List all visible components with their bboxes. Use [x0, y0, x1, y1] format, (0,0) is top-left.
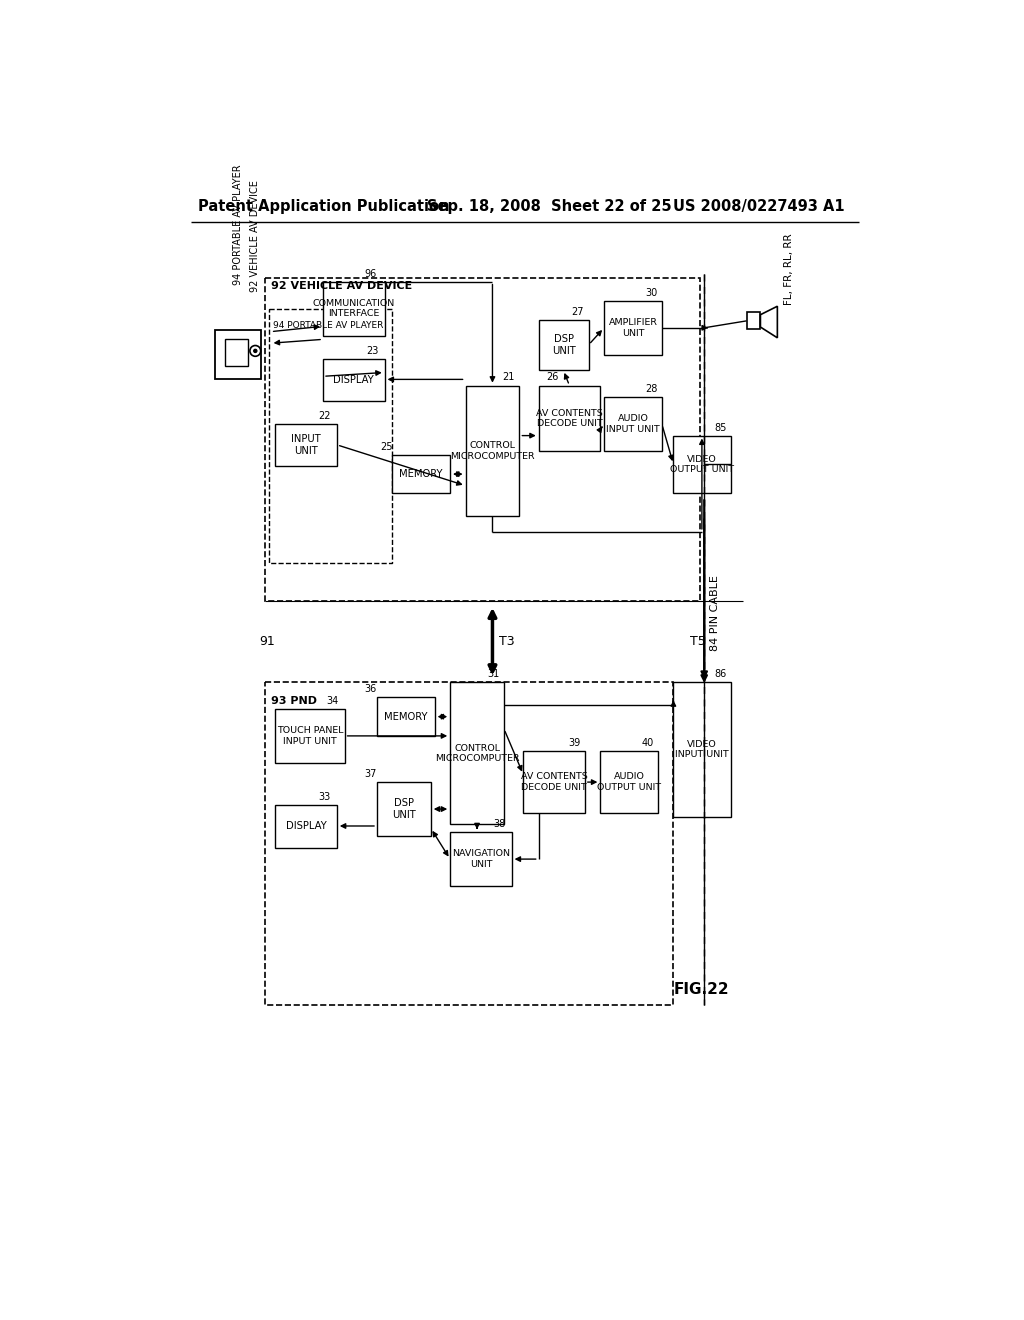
FancyBboxPatch shape — [215, 330, 261, 379]
Text: 21: 21 — [503, 372, 515, 383]
Text: 26: 26 — [547, 372, 559, 383]
Text: INPUT
UNIT: INPUT UNIT — [291, 434, 321, 455]
Text: DISPLAY: DISPLAY — [334, 375, 374, 384]
FancyBboxPatch shape — [275, 805, 337, 847]
Text: MEMORY: MEMORY — [384, 711, 428, 722]
Text: FIG.22: FIG.22 — [674, 982, 729, 997]
Text: DISPLAY: DISPLAY — [286, 821, 327, 832]
FancyBboxPatch shape — [674, 682, 731, 817]
FancyBboxPatch shape — [392, 455, 451, 494]
FancyBboxPatch shape — [377, 781, 431, 836]
Text: 33: 33 — [318, 792, 331, 803]
Text: US 2008/0227493 A1: US 2008/0227493 A1 — [674, 198, 845, 214]
Text: AV CONTENTS
DECODE UNIT: AV CONTENTS DECODE UNIT — [537, 409, 603, 428]
FancyBboxPatch shape — [539, 385, 600, 451]
Text: DSP
UNIT: DSP UNIT — [552, 334, 575, 356]
Text: 86: 86 — [715, 669, 727, 678]
FancyBboxPatch shape — [674, 436, 731, 494]
Text: MEMORY: MEMORY — [399, 469, 443, 479]
Text: 30: 30 — [646, 288, 658, 298]
FancyBboxPatch shape — [604, 397, 662, 451]
Text: T3: T3 — [499, 635, 514, 648]
FancyBboxPatch shape — [604, 301, 662, 355]
Text: CONTROL
MICROCOMPUTER: CONTROL MICROCOMPUTER — [435, 743, 519, 763]
Text: AMPLIFIER
UNIT: AMPLIFIER UNIT — [608, 318, 657, 338]
FancyBboxPatch shape — [224, 339, 248, 367]
Text: 94 PORTABLE AV PLAYER: 94 PORTABLE AV PLAYER — [233, 165, 244, 285]
Text: 25: 25 — [380, 442, 392, 451]
Text: T5: T5 — [690, 635, 707, 648]
Text: TOUCH PANEL
INPUT UNIT: TOUCH PANEL INPUT UNIT — [276, 726, 343, 746]
Text: 96: 96 — [365, 268, 377, 279]
Text: 31: 31 — [487, 669, 500, 678]
Text: Sep. 18, 2008  Sheet 22 of 25: Sep. 18, 2008 Sheet 22 of 25 — [427, 198, 672, 214]
Text: 22: 22 — [318, 411, 331, 421]
Polygon shape — [761, 306, 777, 338]
FancyBboxPatch shape — [746, 313, 761, 330]
Text: 85: 85 — [714, 422, 727, 433]
Circle shape — [254, 350, 257, 352]
Text: VIDEO
INPUT UNIT: VIDEO INPUT UNIT — [676, 739, 729, 759]
Text: 27: 27 — [571, 308, 584, 317]
Text: 23: 23 — [367, 346, 379, 355]
Text: Patent Application Publication: Patent Application Publication — [199, 198, 450, 214]
Text: 36: 36 — [365, 684, 377, 694]
Text: VIDEO
OUTPUT UNIT: VIDEO OUTPUT UNIT — [671, 455, 734, 474]
Text: NAVIGATION
UNIT: NAVIGATION UNIT — [452, 849, 510, 869]
FancyBboxPatch shape — [523, 751, 585, 813]
Text: AUDIO
INPUT UNIT: AUDIO INPUT UNIT — [606, 414, 659, 434]
Text: AV CONTENTS
DECODE UNIT: AV CONTENTS DECODE UNIT — [520, 772, 588, 792]
Text: 91: 91 — [259, 635, 274, 648]
Text: COMMUNICATION
INTERFACE: COMMUNICATION INTERFACE — [312, 298, 395, 318]
Text: 84 PIN CABLE: 84 PIN CABLE — [711, 574, 720, 651]
Text: AUDIO
OUTPUT UNIT: AUDIO OUTPUT UNIT — [597, 772, 662, 792]
Text: 34: 34 — [327, 696, 339, 706]
Text: 94 PORTABLE AV PLAYER: 94 PORTABLE AV PLAYER — [273, 321, 383, 330]
FancyBboxPatch shape — [323, 359, 385, 401]
FancyBboxPatch shape — [451, 682, 504, 825]
Text: 28: 28 — [645, 384, 657, 395]
FancyBboxPatch shape — [275, 424, 337, 466]
FancyBboxPatch shape — [323, 281, 385, 335]
FancyBboxPatch shape — [539, 321, 589, 370]
Text: 92 VEHICLE AV DEVICE: 92 VEHICLE AV DEVICE — [250, 180, 260, 292]
FancyBboxPatch shape — [275, 709, 345, 763]
Text: FL, FR, RL, RR: FL, FR, RL, RR — [783, 234, 794, 305]
Text: 37: 37 — [365, 770, 377, 779]
FancyBboxPatch shape — [377, 697, 435, 737]
Text: 39: 39 — [568, 738, 581, 748]
Text: 93 PND: 93 PND — [271, 696, 317, 706]
Text: CONTROL
MICROCOMPUTER: CONTROL MICROCOMPUTER — [451, 441, 535, 461]
FancyBboxPatch shape — [451, 832, 512, 886]
Text: DSP
UNIT: DSP UNIT — [392, 799, 416, 820]
FancyBboxPatch shape — [600, 751, 658, 813]
Text: 40: 40 — [641, 738, 653, 748]
Text: 92 VEHICLE AV DEVICE: 92 VEHICLE AV DEVICE — [271, 281, 413, 292]
Text: 38: 38 — [494, 820, 506, 829]
FancyBboxPatch shape — [466, 385, 519, 516]
